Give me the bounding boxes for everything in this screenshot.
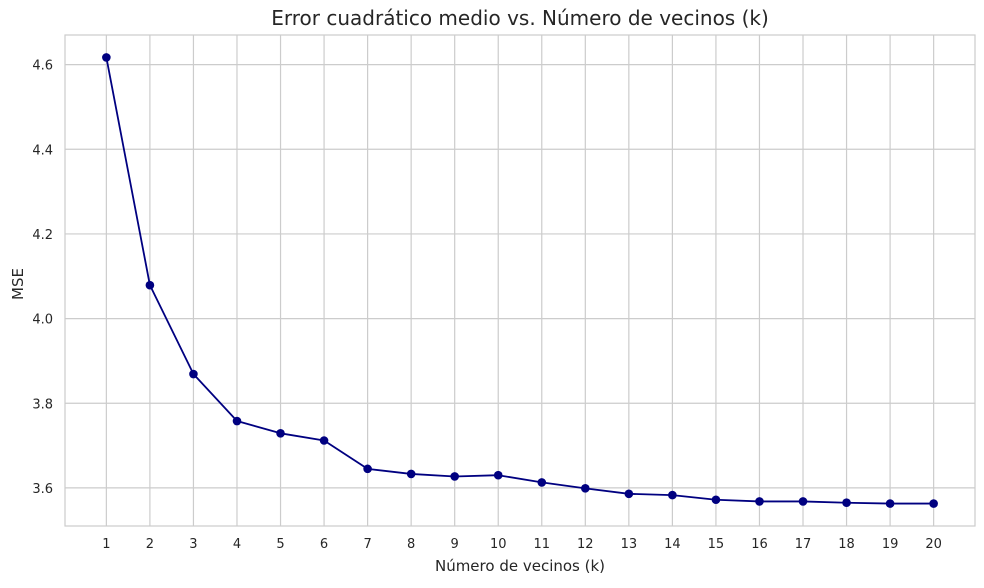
x-tick-label: 13: [621, 537, 638, 552]
x-tick-label: 18: [838, 537, 855, 552]
x-tick-label: 12: [577, 537, 594, 552]
data-point: [189, 369, 198, 379]
grid: [65, 35, 975, 526]
plot-frame: [64, 34, 976, 527]
data-point: [537, 478, 547, 487]
data-point: [624, 489, 634, 499]
x-axis-label: Número de vecinos (k): [435, 557, 605, 575]
series-line: [105, 57, 934, 505]
data-point: [145, 280, 155, 290]
series: [102, 53, 938, 508]
data-point: [232, 416, 242, 426]
x-tick-label: 9: [451, 537, 459, 552]
data-point: [450, 472, 459, 481]
data-point: [755, 497, 764, 506]
x-tick-label: 2: [146, 537, 154, 552]
data-point: [842, 498, 851, 508]
x-tick-label: 20: [925, 537, 942, 552]
x-tick-label: 6: [320, 537, 328, 552]
x-tick-label: 10: [490, 537, 507, 552]
data-point: [319, 436, 329, 445]
data-point: [668, 490, 677, 500]
data-point: [276, 429, 285, 438]
x-tick-label: 17: [795, 537, 812, 552]
x-tick-label: 4: [233, 537, 241, 552]
x-tick-label: 19: [882, 537, 899, 552]
y-tick-label: 3.8: [32, 397, 53, 412]
data-point: [406, 469, 416, 479]
tick-labels: 1 2 3 4 5 6 7 8 9 10 11 12 13 14 15 16 17 18 19 203.63.84.0…: [32, 59, 942, 552]
y-tick-label: 4.4: [32, 143, 53, 158]
y-axis-label: MSE: [9, 268, 27, 300]
x-tick-label: 14: [664, 537, 681, 552]
data-point: [798, 497, 808, 506]
data-point: [581, 484, 590, 493]
data-point: [929, 499, 938, 508]
data-point: [885, 499, 895, 508]
x-tick-label: 7: [363, 537, 371, 552]
chart-title: Error cuadrático medio vs. Número de vec…: [271, 6, 769, 30]
y-tick-label: 3.6: [32, 482, 53, 497]
y-tick-label: 4.2: [32, 228, 53, 243]
y-tick-label: 4.6: [32, 59, 53, 74]
x-tick-label: 1: [102, 537, 110, 552]
x-tick-label: 16: [751, 537, 768, 552]
y-tick-label: 4.0: [32, 313, 53, 328]
x-tick-label: 8: [407, 537, 415, 552]
data-point: [102, 53, 111, 62]
x-tick-label: 5: [276, 537, 284, 552]
data-point: [363, 464, 372, 474]
x-tick-label: 15: [708, 537, 725, 552]
x-tick-label: 11: [533, 537, 550, 552]
data-point: [711, 495, 721, 505]
x-tick-label: 3: [189, 537, 197, 552]
data-point: [493, 470, 503, 480]
